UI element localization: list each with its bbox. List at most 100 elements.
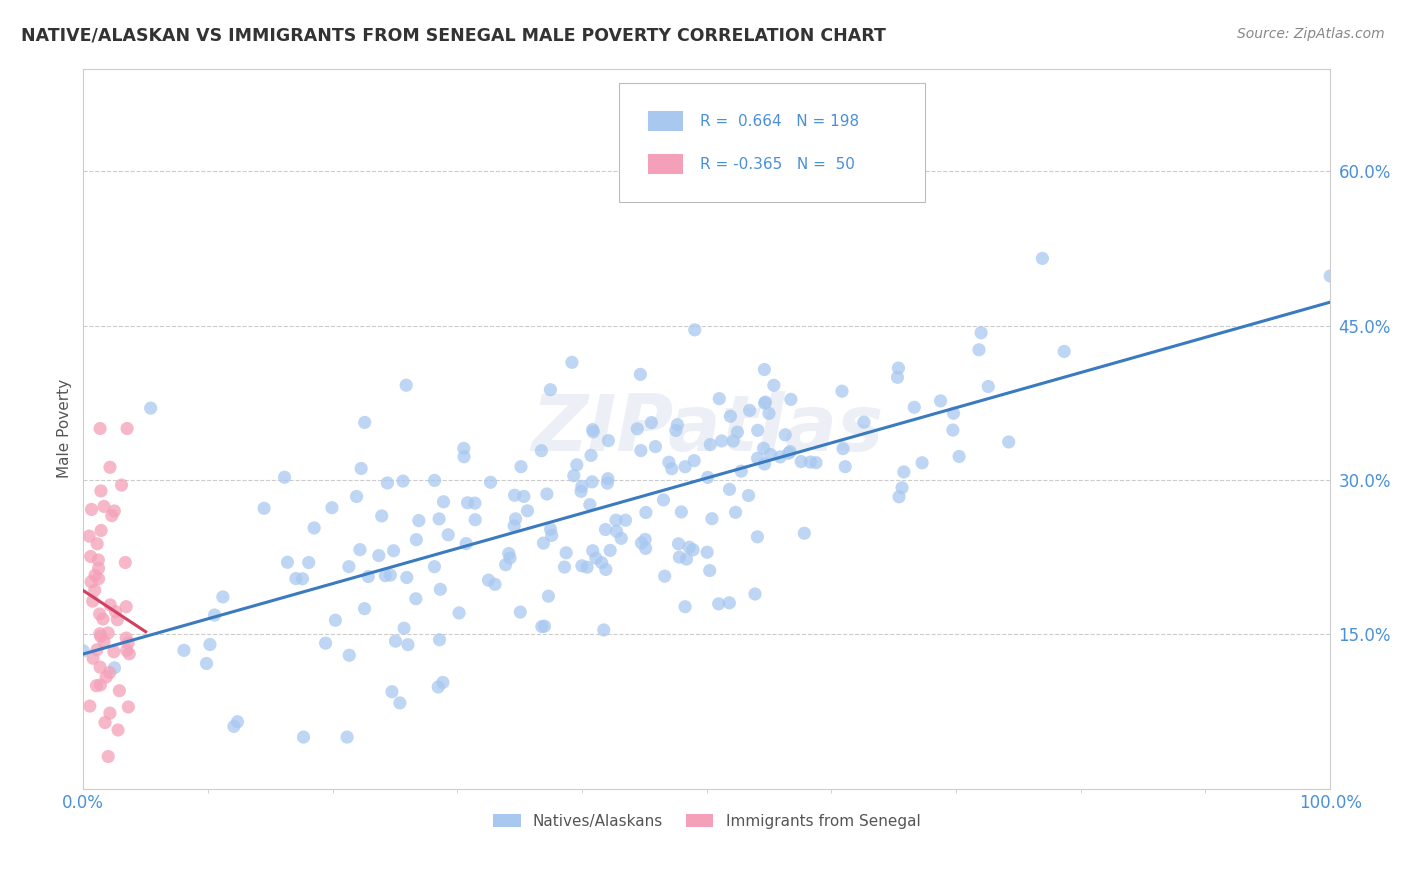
Point	[370, 508, 392, 523]
Point	[752, 442, 775, 456]
Text: ZIPatlas: ZIPatlas	[530, 391, 883, 467]
Point	[565, 458, 588, 472]
Point	[97, 626, 120, 640]
Point	[495, 558, 517, 572]
Point	[103, 645, 125, 659]
Point	[834, 459, 856, 474]
Point	[533, 619, 555, 633]
Point	[89, 660, 111, 674]
FancyBboxPatch shape	[620, 83, 925, 202]
Point	[222, 719, 245, 733]
Text: R =  0.664   N = 198: R = 0.664 N = 198	[700, 113, 859, 128]
Point	[89, 421, 111, 435]
Point	[453, 442, 475, 456]
Point	[630, 443, 652, 458]
Point	[80, 502, 103, 516]
Point	[683, 323, 706, 337]
Point	[395, 378, 418, 392]
Y-axis label: Male Poverty: Male Poverty	[58, 379, 72, 478]
Point	[377, 475, 399, 490]
Point	[449, 606, 471, 620]
Point	[754, 396, 776, 410]
Point	[605, 513, 627, 527]
Point	[72, 644, 94, 658]
Point	[79, 549, 101, 564]
Point	[970, 326, 993, 340]
Point	[911, 456, 934, 470]
Point	[799, 455, 821, 469]
Point	[427, 680, 450, 694]
Point	[464, 496, 486, 510]
Point	[115, 421, 138, 435]
Point	[665, 424, 688, 438]
Point	[291, 572, 314, 586]
Point	[395, 570, 418, 584]
Point	[553, 560, 575, 574]
Point	[997, 434, 1019, 449]
Point	[780, 392, 803, 407]
Point	[98, 598, 121, 612]
Point	[346, 490, 368, 504]
Point	[86, 679, 108, 693]
Point	[437, 528, 460, 542]
Point	[325, 613, 347, 627]
Point	[83, 583, 105, 598]
Point	[644, 440, 666, 454]
Point	[595, 562, 617, 576]
Point	[392, 621, 415, 635]
Point	[98, 460, 121, 475]
Point	[606, 524, 628, 539]
Point	[336, 730, 359, 744]
Point	[628, 368, 651, 382]
Point	[115, 643, 138, 657]
Point	[778, 446, 800, 460]
Point	[579, 449, 602, 463]
Point	[832, 442, 855, 456]
FancyBboxPatch shape	[648, 154, 683, 174]
Point	[93, 500, 115, 514]
Point	[903, 401, 925, 415]
Point	[503, 488, 526, 502]
Point	[707, 597, 730, 611]
Point	[94, 715, 117, 730]
Point	[423, 474, 446, 488]
Point	[571, 558, 593, 573]
Point	[724, 505, 747, 519]
Point	[673, 599, 696, 614]
Point	[82, 651, 104, 665]
Point	[173, 643, 195, 657]
Point	[273, 470, 295, 484]
Point	[110, 478, 132, 492]
Point	[610, 532, 633, 546]
Point	[578, 498, 600, 512]
Point	[276, 555, 298, 569]
Point	[353, 416, 375, 430]
Point	[114, 556, 136, 570]
Point	[640, 416, 662, 430]
Point	[98, 706, 121, 720]
Point	[380, 568, 402, 582]
Text: NATIVE/ALASKAN VS IMMIGRANTS FROM SENEGAL MALE POVERTY CORRELATION CHART: NATIVE/ALASKAN VS IMMIGRANTS FROM SENEGA…	[21, 27, 886, 45]
Point	[503, 519, 526, 533]
Point	[516, 504, 538, 518]
Point	[727, 425, 749, 439]
Point	[614, 513, 637, 527]
Point	[108, 683, 131, 698]
Point	[118, 647, 141, 661]
Point	[510, 459, 533, 474]
Point	[634, 506, 657, 520]
Point	[337, 559, 360, 574]
Point	[718, 596, 741, 610]
Point	[720, 409, 742, 424]
Point	[103, 504, 125, 518]
Point	[576, 560, 599, 574]
Point	[499, 551, 522, 566]
Point	[457, 496, 479, 510]
Point	[929, 393, 952, 408]
Point	[599, 543, 621, 558]
Point	[498, 547, 520, 561]
Point	[432, 495, 454, 509]
Point	[139, 401, 162, 416]
Point	[315, 636, 337, 650]
Point	[479, 475, 502, 490]
